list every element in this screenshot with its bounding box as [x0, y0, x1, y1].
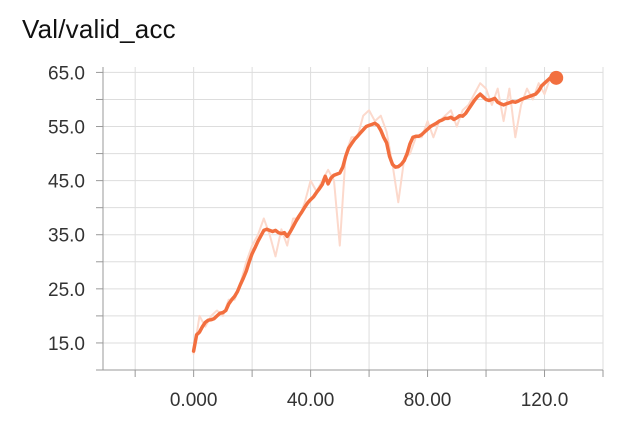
y-tick-label: 25.0	[48, 280, 85, 301]
y-tick-label: 55.0	[48, 118, 85, 139]
y-tick-label: 45.0	[48, 172, 85, 193]
y-tick-label: 65.0	[48, 63, 85, 84]
x-tick-label: 120.0	[521, 390, 569, 411]
y-tick-label: 35.0	[48, 226, 85, 247]
x-tick-label: 0.000	[170, 390, 218, 411]
x-tick-label: 80.00	[404, 390, 452, 411]
tick-labels: 15.0 25.0 35.0 45.0 55.0 65.0 0.000 40.00 80.00 1…	[48, 63, 568, 411]
axes	[96, 67, 604, 377]
y-tick-label: 15.0	[48, 334, 85, 355]
series-layer	[191, 70, 564, 355]
raw-series-line	[192, 76, 558, 355]
last-point-marker	[549, 70, 564, 85]
smoothed-series-line	[191, 76, 558, 353]
grid	[103, 67, 604, 371]
x-tick-label: 40.00	[287, 390, 335, 411]
chart-title: Val/valid_acc	[22, 14, 176, 44]
